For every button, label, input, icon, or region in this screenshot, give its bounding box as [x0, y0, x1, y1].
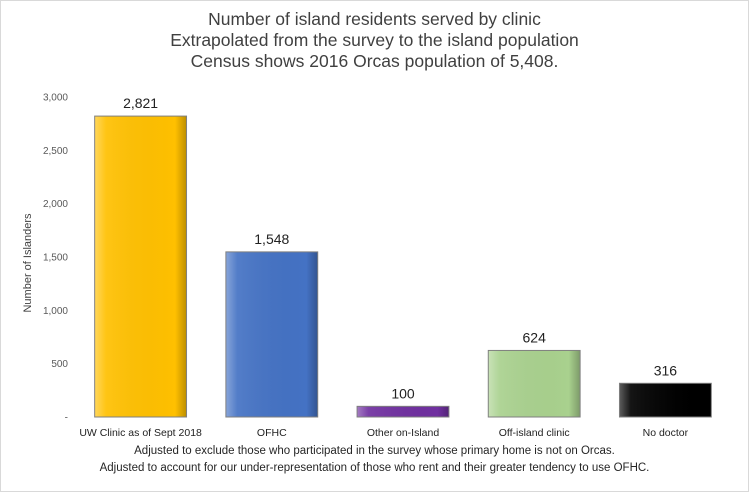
y-tick-label: 2,000	[43, 199, 68, 210]
footnote-1: Adjusted to exclude those who participat…	[134, 445, 615, 457]
data-label: 1,548	[254, 231, 289, 247]
bars: 2,821 1,548 100 624 316	[94, 95, 712, 418]
x-tick-label: No doctor	[643, 427, 689, 439]
x-axis: UW Clinic as of Sept 2018 OFHC Other on-Is…	[79, 427, 688, 439]
data-label: 100	[391, 385, 415, 401]
x-tick-label: UW Clinic as of Sept 2018	[79, 427, 202, 439]
bar-bevel	[357, 406, 449, 417]
x-tick-label: Other on-Island	[367, 427, 440, 439]
y-tick-label: 500	[51, 359, 68, 370]
chart-title: Number of island residents served by cli…	[1, 9, 748, 72]
x-tick-label: Off-island clinic	[499, 427, 570, 439]
title-line-2: Extrapolated from the survey to the isla…	[170, 30, 579, 50]
y-tick-label: 2,500	[43, 146, 68, 157]
title-line-1: Number of island residents served by cli…	[208, 9, 541, 29]
footnote-2: Adjusted to account for our under-repres…	[99, 462, 650, 474]
bar-bevel	[95, 116, 187, 417]
y-tick-label: 1,500	[43, 253, 68, 264]
title-line-3: Census shows 2016 Orcas population of 5,…	[190, 51, 559, 71]
x-tick-label: OFHC	[257, 427, 287, 439]
y-tick-label: 1,000	[43, 306, 68, 317]
bar-bevel	[619, 383, 711, 417]
bar-bevel	[488, 350, 580, 417]
y-axis: - 500 1,000 1,500 2,000 2,500 3,000	[43, 93, 68, 424]
y-tick-label: -	[65, 413, 68, 424]
y-axis-label: Number of Islanders	[22, 213, 34, 313]
data-label: 316	[654, 362, 678, 378]
y-tick-label: 3,000	[43, 93, 68, 104]
data-label: 2,821	[123, 95, 158, 111]
data-label: 624	[523, 329, 547, 345]
bar-bevel	[226, 252, 318, 417]
